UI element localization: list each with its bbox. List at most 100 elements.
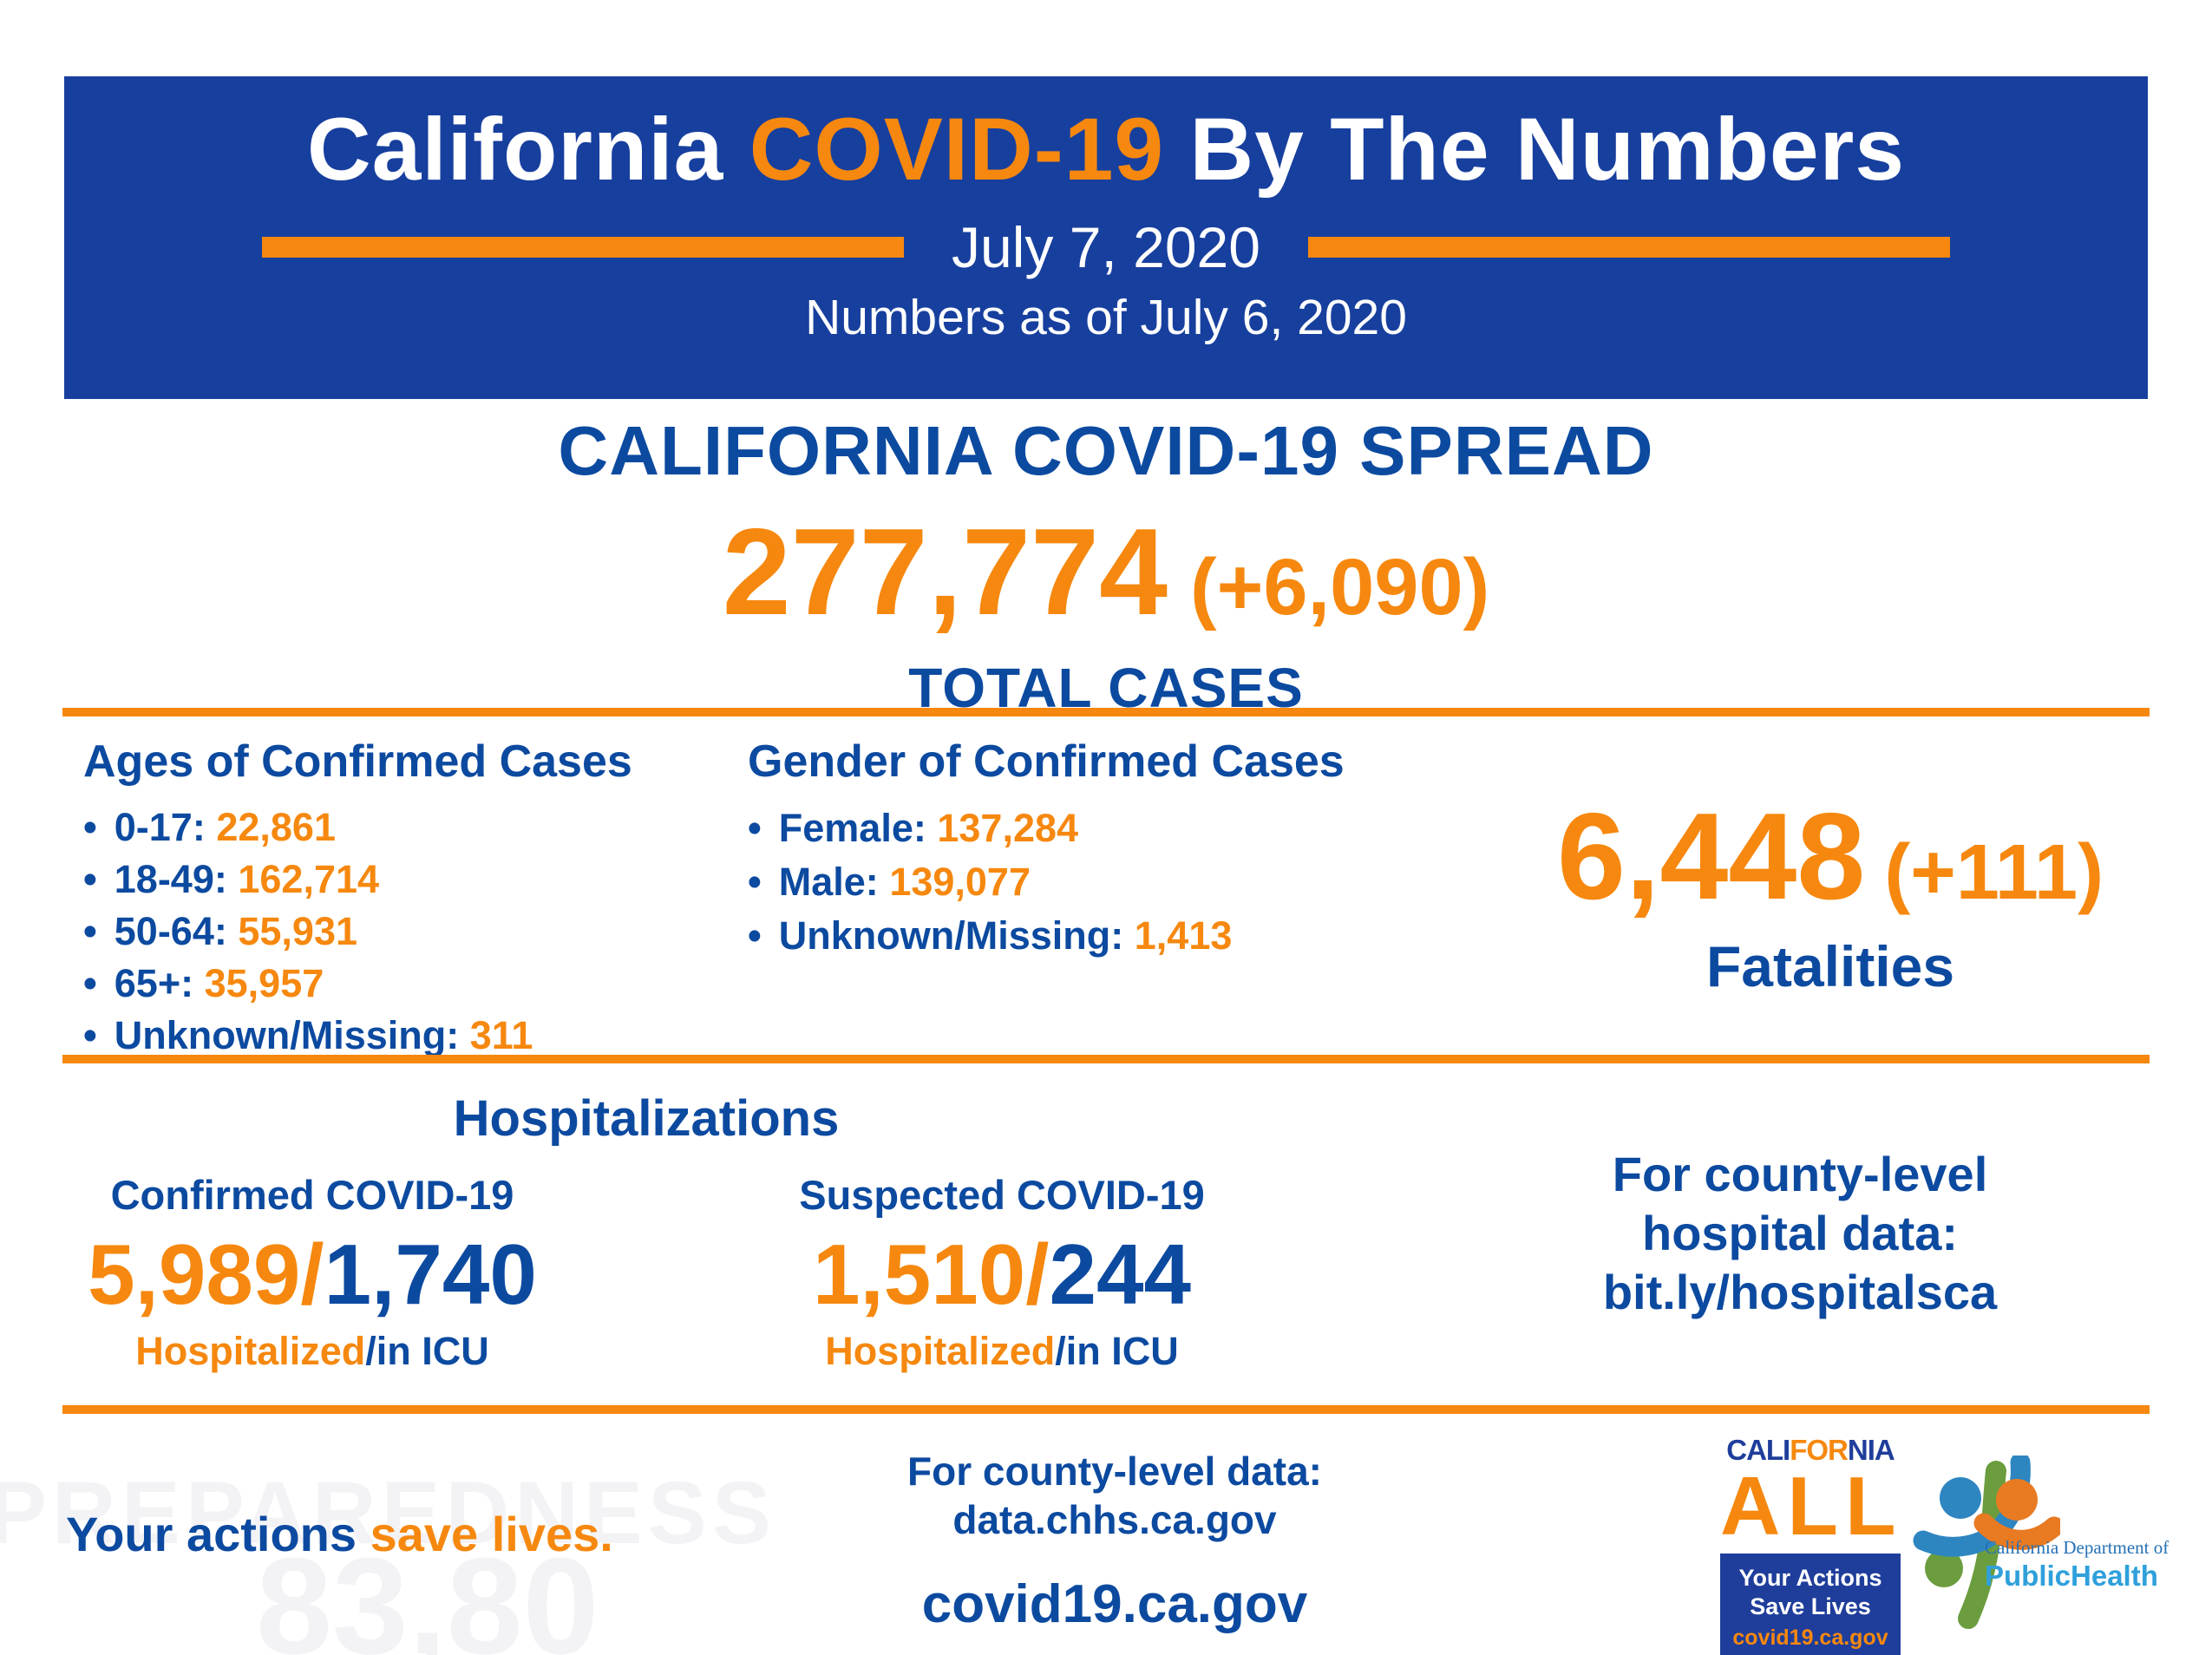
age-value: 55,931 [238,909,357,953]
total-cases-number: 277,774 (+6,090) [0,501,2212,644]
fatalities-value: 6,448 [1556,788,1866,926]
age-label: Unknown/Missing: [114,1013,460,1057]
age-label: 65+: [114,961,194,1005]
age-item: • 0-17: 22,861 [83,801,682,854]
tagline-save-lives: save lives. [370,1507,613,1561]
ca-word-part: CALI [1726,1434,1790,1466]
divider-bottom [62,1405,2150,1414]
fatalities-label: Fatalities [1705,934,1955,998]
county-note-line: For county-level [1612,1147,1988,1201]
gender-label: Male: [778,860,879,904]
fatalities-section: 6,448 (+111) Fatalities [1492,786,2169,999]
confirmed-icu-value: 1,740 [324,1227,537,1322]
gender-title: Gender of Confirmed Cases [748,736,1345,787]
divider-middle [62,1055,2150,1063]
banner-date: July 7, 2020 [952,215,1260,279]
in-icu-label: /in ICU [1055,1329,1179,1373]
suspected-hospitalizations: Suspected COVID-19 1,510/244 Hospitalize… [746,1171,1258,1374]
county-data-label: For county-level data: [907,1449,1322,1494]
covid19-site-url: covid19.ca.gov [921,1574,1308,1634]
age-value: 162,714 [238,857,380,901]
total-cases-value: 277,774 [722,503,1168,641]
date-rule-left [262,237,905,258]
bullet-icon: • [748,806,762,850]
divider-top [62,708,2150,716]
gender-value: 137,284 [937,806,1079,850]
all-wordmark: ALL [1720,1460,1903,1553]
gender-label: Unknown/Missing: [778,913,1124,958]
age-value: 35,957 [204,961,324,1005]
california-all-logo: CALIFORNIA ALL Your Actions Save Lives c… [1720,1434,1901,1655]
ca-word-part: NIA [1847,1434,1895,1466]
banner: California COVID-19 By The Numbers July … [64,76,2148,399]
ca-word-part: FOR [1790,1434,1849,1466]
suspected-icu-value: 244 [1049,1227,1191,1322]
banner-title: California COVID-19 By The Numbers [64,76,2148,200]
suspected-number: 1,510/244 [746,1226,1258,1324]
fatalities-number: 6,448 (+111) [1492,786,2169,928]
gender-item: • Unknown/Missing: 1,413 [748,909,1381,963]
cdph-wordmark: California Department of PublicHealth [1985,1537,2169,1593]
slash: / [1025,1227,1050,1322]
bullet-icon: • [83,909,97,953]
age-item: • 65+: 35,957 [83,958,682,1010]
age-value: 22,861 [216,805,336,849]
age-label: 50-64: [114,909,227,953]
california-all-wordmark: CALIFORNIA [1720,1434,1901,1467]
banner-title-california: California [306,100,724,199]
banner-title-by-the-numbers: By The Numbers [1189,100,1906,199]
county-note-line: hospital data: [1641,1206,1959,1260]
suspected-label: Suspected COVID-19 [799,1172,1205,1218]
suspected-sublabel: Hospitalized/in ICU [746,1329,1258,1374]
county-note-url: bit.ly/hospitalsca [1602,1265,1998,1319]
gender-section: Gender of Confirmed Cases • Female: 137,2… [748,736,1381,963]
watermark-text: PREPAREDNESS [0,1463,776,1562]
hospitalizations-title: Hospitalizations [453,1090,840,1147]
cdph-logo: California Department of PublicHealth [1913,1455,2169,1638]
bullet-icon: • [83,805,97,849]
hospitalized-label: Hospitalized [135,1329,366,1373]
confirmed-hospitalized-value: 5,989 [88,1227,301,1322]
confirmed-label: Confirmed COVID-19 [110,1172,514,1218]
fatalities-delta: (+111) [1884,829,2104,916]
tagline-your-actions: Your actions [66,1507,357,1561]
hospitalized-label: Hospitalized [825,1329,1056,1373]
banner-subtitle: Numbers as of July 6, 2020 [805,290,1407,345]
age-item: • Unknown/Missing: 311 [83,1010,682,1062]
total-cases-delta: (+6,090) [1190,543,1490,631]
age-item: • 50-64: 55,931 [83,906,682,958]
box-line: Your Actions [1738,1565,1882,1591]
box-url: covid19.ca.gov [1732,1626,1888,1650]
banner-title-covid19: COVID-19 [749,100,1165,199]
cdph-figures-icon [1913,1455,2060,1629]
ages-title: Ages of Confirmed Cases [83,736,632,787]
county-data-url: data.chhs.ca.gov [952,1497,1277,1542]
cdph-publichealth-text: PublicHealth [1985,1560,2158,1592]
your-actions-save-lives-box: Your Actions Save Lives covid19.ca.gov [1720,1554,1901,1655]
age-value: 311 [469,1013,533,1057]
bullet-icon: • [748,913,762,958]
confirmed-sublabel: Hospitalized/in ICU [61,1329,564,1374]
bullet-icon: • [83,961,97,1005]
spread-section: CALIFORNIA COVID-19 SPREAD 277,774 (+6,09… [0,411,2212,720]
confirmed-hospitalizations: Confirmed COVID-19 5,989/1,740 Hospitali… [61,1171,564,1374]
banner-date-row: July 7, 2020 [64,214,2148,280]
gender-item: • Female: 137,284 [748,801,1381,855]
age-label: 18-49: [114,857,227,901]
gender-label: Female: [778,806,926,850]
bullet-icon: • [83,857,97,901]
in-icu-label: /in ICU [365,1329,489,1373]
age-item: • 18-49: 162,714 [83,854,682,906]
date-rule-right [1307,237,1950,258]
spread-heading: CALIFORNIA COVID-19 SPREAD [558,412,1654,489]
bullet-icon: • [748,860,762,904]
ages-section: Ages of Confirmed Cases • 0-17: 22,861 • 1… [83,736,682,1062]
gender-item: • Male: 139,077 [748,855,1381,909]
suspected-hospitalized-value: 1,510 [813,1227,1026,1322]
confirmed-number: 5,989/1,740 [61,1226,564,1324]
box-line: Save Lives [1750,1593,1871,1619]
footer-links: For county-level data: data.chhs.ca.gov … [876,1447,1353,1635]
cdph-department-text: California Department of [1985,1537,2169,1558]
watermark-number: 83,80 [256,1530,599,1655]
